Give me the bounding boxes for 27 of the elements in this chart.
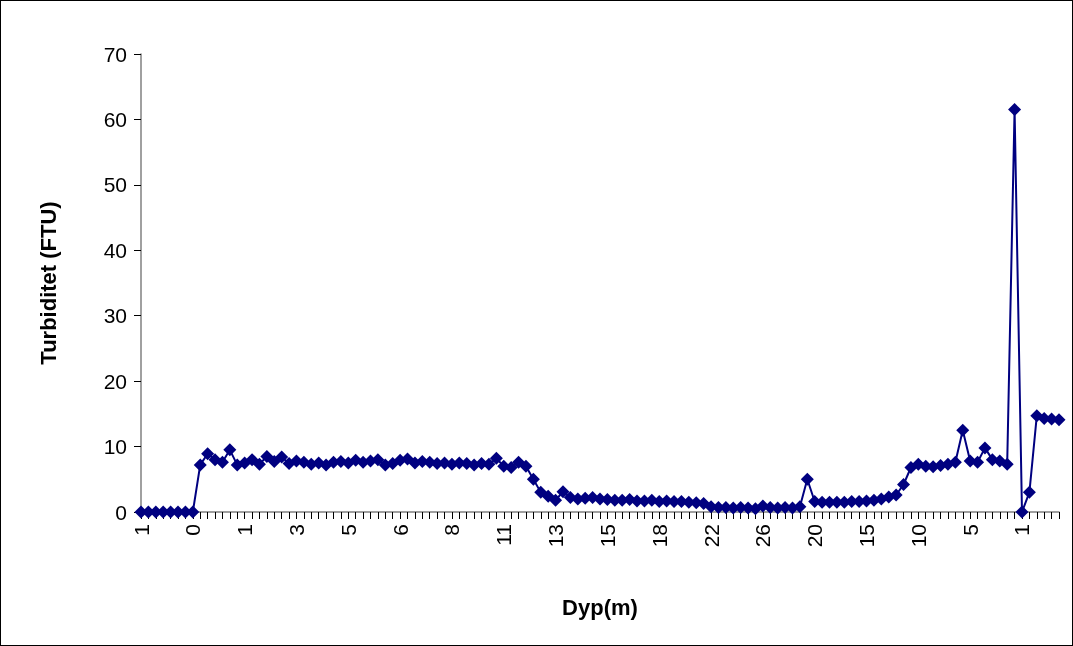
x-tick-label: 8 [440, 524, 464, 536]
x-tick-label: 18 [647, 524, 671, 548]
y-tick-label: 10 [103, 435, 127, 459]
x-tick-label: 5 [958, 524, 982, 536]
x-tick-label: 15 [595, 524, 619, 548]
y-tick-label: 40 [103, 238, 127, 262]
y-tick-label: 30 [103, 304, 127, 328]
x-tick-label: 20 [803, 524, 827, 548]
x-tick-label: 5 [336, 524, 360, 536]
x-tick-label: 11 [492, 524, 516, 546]
x-axis-title: Dyp(m) [562, 594, 638, 620]
x-tick-label: 15 [855, 524, 879, 548]
x-tick-label: 10 [906, 524, 930, 548]
y-tick-label: 60 [103, 107, 127, 131]
y-tick-label: 50 [103, 173, 127, 197]
x-tick-label: 1 [1010, 524, 1034, 536]
x-tick-label: 0 [181, 524, 205, 536]
x-tick-label: 22 [699, 524, 723, 548]
x-tick-label: 13 [544, 524, 568, 548]
y-tick-label: 70 [103, 42, 127, 66]
y-tick-label: 20 [103, 369, 127, 393]
x-tick-label: 6 [388, 524, 412, 536]
y-axis-title: Turbiditet (FTU) [35, 201, 61, 365]
x-tick-label: 1 [233, 524, 257, 536]
x-tick-label: 26 [751, 524, 775, 548]
x-tick-label: 1 [129, 524, 153, 536]
x-tick-label: 3 [284, 524, 308, 536]
